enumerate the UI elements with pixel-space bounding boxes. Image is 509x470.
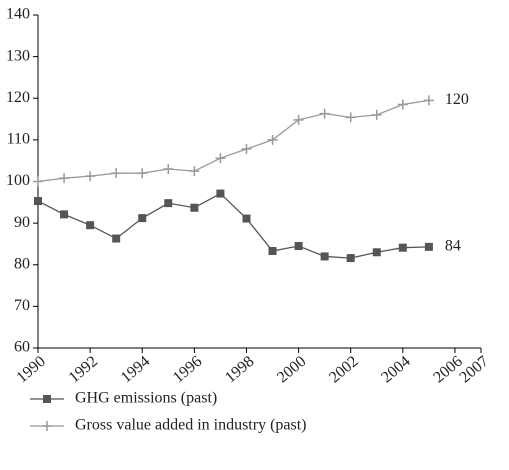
point [60,210,69,219]
series-line [37,99,429,183]
x-tick-label: 1996 [170,353,205,387]
point [138,214,147,223]
point [267,134,278,145]
legend-marker [42,421,52,431]
point [372,248,381,257]
end-label: 84 [445,238,461,255]
x-tick-label: 1994 [118,353,153,387]
point [34,197,42,206]
x-tick-label: 2007 [456,353,491,387]
point [423,95,434,106]
series-line [37,192,429,259]
point [371,109,382,120]
point [215,153,226,164]
point [111,168,122,179]
x-tick-label: 2000 [274,353,309,387]
point [242,214,251,223]
point [398,243,407,252]
x-tick-label: 1990 [13,353,48,387]
legend-label: Gross value added in industry (past) [75,417,307,434]
y-tick-label: 90 [14,214,30,231]
y-tick-label: 100 [6,172,30,189]
point [346,254,355,263]
x-tick-label: 1992 [66,353,101,387]
y-tick-label: 110 [7,131,30,148]
point [189,166,200,177]
point [190,203,199,212]
y-tick-label: 60 [14,339,30,356]
point [397,99,408,110]
legend-marker [43,395,51,403]
legend-label: GHG emissions (past) [75,390,217,407]
point [320,252,329,261]
point [293,114,304,125]
point [164,199,173,208]
y-tick-label: 120 [6,89,30,106]
point [241,144,252,155]
point [33,176,43,187]
point [59,173,70,184]
point [345,112,356,123]
point [424,242,433,251]
x-tick-label: 2004 [378,353,413,387]
point [294,242,303,251]
y-tick-label: 130 [6,47,30,64]
point [319,108,330,119]
x-tick-label: 2002 [326,353,361,387]
point [268,247,277,256]
end-label: 120 [445,91,469,108]
point [86,221,95,230]
y-tick-label: 70 [14,297,30,314]
point [163,164,174,175]
point [137,168,148,179]
point [85,171,96,182]
point [216,189,225,198]
point [112,234,121,243]
x-tick-label: 1998 [222,353,257,387]
y-tick-label: 80 [14,255,30,272]
y-tick-label: 140 [6,6,30,23]
